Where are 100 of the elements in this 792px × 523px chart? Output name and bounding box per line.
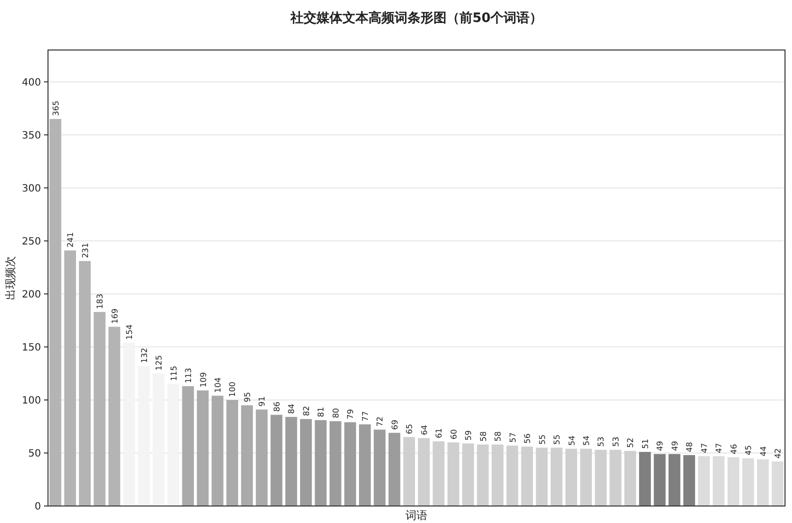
bar	[565, 448, 578, 506]
chart-title: 社交媒体文本高频词条形图（前50个词语）	[289, 10, 543, 26]
data-label: 169	[110, 308, 120, 324]
y-tick-label: 250	[22, 236, 41, 248]
data-label: 55	[552, 434, 562, 445]
data-label: 49	[670, 440, 680, 452]
data-label: 61	[434, 428, 444, 438]
data-label: 52	[626, 438, 636, 448]
data-label: 59	[464, 430, 474, 440]
y-tick-label: 50	[28, 448, 41, 460]
bar	[94, 312, 106, 506]
bar	[742, 458, 754, 506]
data-label: 47	[714, 442, 724, 454]
bar	[270, 414, 282, 506]
bar	[78, 261, 91, 506]
bar	[388, 432, 400, 506]
bar	[610, 450, 622, 506]
data-label: 86	[272, 402, 282, 412]
bar	[447, 442, 460, 506]
data-label: 72	[376, 416, 385, 427]
bar	[344, 422, 356, 506]
data-label: 82	[302, 406, 311, 416]
data-label: 69	[390, 420, 400, 430]
data-label: 125	[154, 355, 164, 370]
bar	[374, 430, 386, 506]
y-axis-title: 出现频次	[4, 256, 17, 300]
data-label: 154	[125, 324, 134, 340]
bar	[432, 441, 445, 506]
bar	[506, 446, 518, 506]
data-label: 64	[420, 424, 429, 436]
y-tick-label: 150	[22, 342, 41, 354]
bar	[285, 416, 298, 506]
y-tick-label: 200	[22, 289, 41, 300]
bar	[182, 386, 194, 506]
bar	[108, 326, 120, 506]
bar	[698, 456, 710, 506]
data-label: 231	[80, 242, 90, 258]
bar	[521, 446, 533, 506]
data-label: 56	[523, 433, 532, 444]
data-label: 95	[242, 392, 252, 402]
bar	[712, 456, 725, 506]
data-label: 84	[287, 404, 296, 414]
data-label: 51	[640, 438, 650, 449]
bar	[212, 396, 224, 506]
bar	[226, 400, 238, 506]
data-label: 79	[346, 409, 356, 420]
data-label: 104	[214, 377, 223, 393]
data-label: 115	[169, 366, 178, 382]
y-tick-label: 400	[22, 77, 41, 88]
bar	[330, 421, 342, 506]
data-label: 48	[685, 442, 694, 452]
data-label: 57	[508, 432, 518, 443]
bar	[668, 454, 680, 506]
bar	[123, 342, 135, 506]
bar	[49, 118, 62, 506]
data-label: 81	[316, 406, 326, 418]
data-label: 91	[258, 396, 267, 406]
y-tick-label: 300	[22, 183, 41, 194]
bar	[64, 250, 76, 506]
data-label: 58	[478, 431, 488, 442]
bar	[476, 444, 489, 506]
data-label: 241	[66, 232, 76, 248]
bar	[241, 405, 253, 506]
data-label: 54	[582, 436, 592, 446]
data-label: 46	[729, 444, 738, 454]
bar	[639, 452, 651, 506]
data-label: 55	[538, 434, 547, 445]
bar	[314, 420, 327, 506]
bar	[418, 438, 430, 506]
data-label: 109	[198, 372, 208, 388]
data-label: 45	[744, 445, 754, 456]
bar	[756, 459, 769, 506]
y-tick-label: 350	[22, 130, 41, 142]
data-label: 100	[228, 382, 238, 397]
data-label: 132	[140, 348, 149, 364]
data-label: 113	[184, 368, 194, 384]
bar	[772, 461, 784, 506]
bar	[580, 448, 592, 506]
data-label: 183	[96, 294, 105, 309]
bar	[728, 457, 740, 506]
data-label: 365	[51, 100, 60, 116]
bar	[536, 448, 548, 506]
data-label: 49	[656, 440, 665, 452]
y-tick-label: 100	[22, 395, 41, 406]
data-label: 42	[774, 448, 783, 458]
bar	[550, 448, 562, 506]
data-label: 47	[700, 442, 709, 454]
data-label: 60	[449, 429, 458, 440]
bar	[359, 424, 371, 506]
data-label: 65	[405, 424, 414, 434]
bar	[152, 373, 164, 506]
data-label: 53	[596, 436, 606, 447]
bar	[300, 419, 312, 506]
y-tick-label: 0	[34, 502, 41, 512]
data-label: 80	[331, 408, 340, 418]
data-label: 54	[567, 436, 576, 446]
bar	[403, 437, 416, 506]
bar	[654, 454, 666, 506]
bar	[167, 384, 180, 506]
x-axis-title: 词语	[406, 509, 428, 522]
